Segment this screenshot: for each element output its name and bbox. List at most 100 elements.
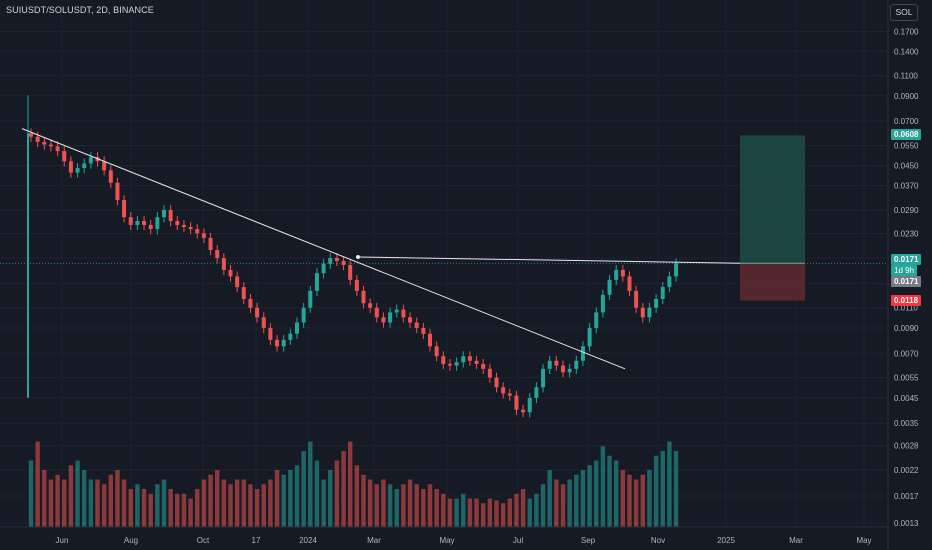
volume-bar: [274, 470, 280, 527]
y-tick-label: 0.0290: [894, 206, 919, 215]
x-tick-label: May: [439, 536, 454, 545]
candle-body: [441, 356, 446, 364]
trendlines[interactable]: [21, 128, 741, 370]
volume-bars: [28, 441, 679, 527]
volume-bar: [627, 474, 632, 527]
volume-bar: [348, 441, 353, 527]
x-tick-label: Oct: [197, 536, 210, 545]
candle-body: [288, 333, 293, 340]
target-price-tag: 0.0608: [891, 129, 922, 141]
candle-body: [394, 309, 399, 313]
volume-bar: [208, 474, 213, 527]
volume-bar: [600, 446, 606, 527]
candle-body: [567, 368, 572, 373]
volume-bar: [215, 470, 220, 527]
volume-bar: [481, 503, 486, 527]
volume-bar: [175, 493, 180, 527]
candle-body: [148, 224, 153, 230]
volume-bar: [161, 479, 167, 527]
volume-bar: [567, 479, 572, 527]
volume-bar: [467, 498, 473, 527]
volume-bar: [441, 493, 446, 527]
volume-bar: [407, 479, 413, 527]
volume-bar: [42, 470, 47, 527]
candle-body: [381, 317, 386, 323]
candle-body: [354, 279, 359, 291]
volume-bar: [75, 460, 80, 527]
volume-bar: [248, 484, 253, 527]
y-tick-label: 0.0110: [894, 304, 918, 313]
candle-body: [108, 170, 113, 183]
y-tick-label: 0.0045: [894, 394, 919, 403]
descending-trendline: [21, 128, 626, 370]
candle-body: [128, 217, 133, 225]
y-tick-label: 0.0230: [894, 229, 919, 238]
volume-bar: [181, 493, 187, 527]
currency-button[interactable]: SOL: [890, 4, 918, 21]
y-tick-label: 0.0028: [894, 442, 919, 451]
candle-body: [82, 163, 87, 168]
candle-body: [281, 339, 286, 347]
x-tick-label: Sep: [581, 536, 596, 545]
volume-bar: [534, 493, 539, 527]
candle-body: [481, 363, 486, 369]
volume-bar: [454, 498, 459, 527]
candle-body: [574, 360, 579, 369]
volume-bar: [195, 489, 200, 527]
volume-bar: [95, 479, 100, 527]
candle-body: [168, 209, 173, 221]
volume-bar: [101, 484, 107, 527]
volume-bar: [614, 460, 619, 527]
candle-body: [175, 220, 180, 225]
candle-body: [102, 161, 107, 171]
long-position-tool[interactable]: [0, 135, 888, 301]
candle-body: [447, 363, 452, 366]
candle-body: [88, 157, 93, 164]
volume-bar: [580, 470, 586, 527]
y-tick-label: 0.1700: [894, 28, 919, 37]
candle-body: [527, 397, 532, 413]
candle-body: [607, 279, 612, 295]
candle-body: [627, 276, 632, 291]
x-tick-label: 2024: [299, 536, 317, 545]
candle-body: [634, 290, 639, 308]
candle-body: [29, 133, 33, 137]
volume-bar: [82, 470, 87, 527]
candle-body: [314, 273, 319, 291]
volume-bar: [507, 498, 512, 527]
volume-bar: [35, 441, 40, 527]
volume-bar: [241, 479, 246, 527]
volume-bar: [574, 474, 579, 527]
candle-body: [660, 287, 665, 299]
volume-bar: [148, 493, 153, 527]
candle-body: [461, 356, 466, 363]
trendline-anchor: [356, 254, 360, 259]
volume-bar: [354, 465, 360, 527]
candle-body: [181, 224, 186, 227]
candle-body: [614, 269, 619, 280]
y-tick-label: 0.1100: [894, 72, 918, 81]
candle-body: [408, 317, 413, 323]
candle-body: [654, 298, 659, 308]
volume-bar: [474, 498, 479, 527]
y-tick-label: 0.0370: [894, 181, 919, 190]
y-tick-label: 0.0070: [894, 349, 919, 358]
volume-bar: [281, 474, 286, 527]
volume-bar: [461, 493, 466, 527]
time-axis[interactable]: Jun Aug Oct 17 2024 Mar May Jul Sep Nov 2025 Mar May: [0, 526, 888, 545]
volume-bar: [381, 479, 386, 527]
x-tick-label: Jul: [513, 536, 523, 545]
symbol-title: SUIUSDT/SOLUSDT, 2D, BINANCE: [6, 5, 154, 15]
target-zone: [740, 135, 805, 264]
candle-body: [142, 220, 147, 225]
launch-candle-body: [27, 133, 29, 398]
candle-body: [241, 287, 246, 299]
volume-bar: [500, 503, 506, 527]
candle-body: [334, 258, 339, 261]
volume-bar: [673, 451, 679, 527]
candle-body: [255, 307, 260, 318]
volume-bar: [633, 479, 639, 527]
y-tick-label: 0.0055: [894, 374, 919, 383]
x-tick-label: 2025: [717, 536, 735, 545]
